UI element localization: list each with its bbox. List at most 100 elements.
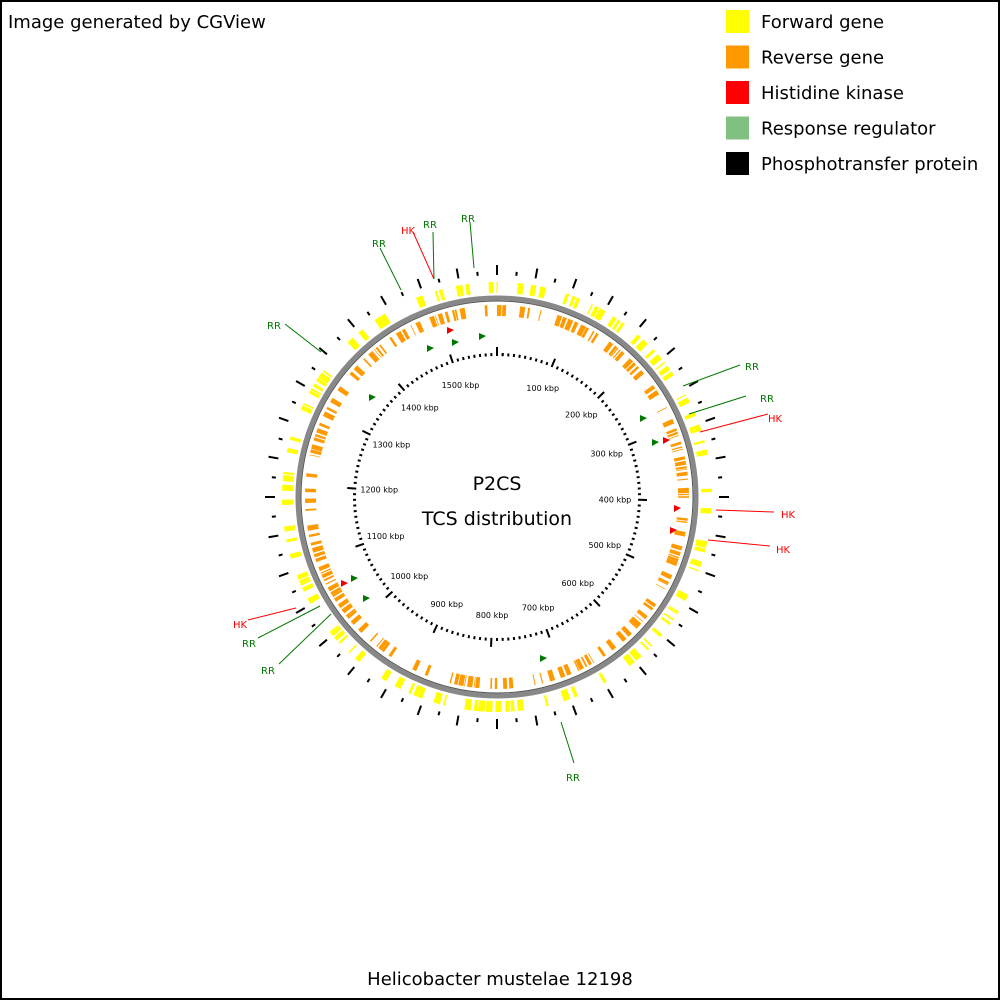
scale-label: 1000 kbp xyxy=(390,572,428,581)
outer-tick xyxy=(318,347,328,356)
outer-tick xyxy=(623,678,628,683)
credit: Image generated by CGView xyxy=(8,12,266,33)
reverse-gene xyxy=(526,307,531,319)
scale-label: 800 kbp xyxy=(476,611,509,620)
reverse-gene xyxy=(311,444,323,452)
reverse-gene xyxy=(629,366,640,376)
scale-tick xyxy=(627,440,637,446)
reverse-gene xyxy=(379,344,388,355)
scale-label: 200 kbp xyxy=(565,410,598,419)
tcs-marker xyxy=(670,527,677,534)
outer-tick xyxy=(666,347,676,356)
scale-tick xyxy=(600,590,605,595)
scale-tick xyxy=(592,598,601,607)
forward-gene xyxy=(568,295,576,308)
forward-gene xyxy=(408,682,416,694)
scale-tick xyxy=(361,429,371,436)
scale-tick xyxy=(596,594,601,599)
outer-tick xyxy=(678,623,683,628)
scale-tick xyxy=(367,558,371,562)
scale-tick xyxy=(629,448,634,452)
reverse-gene xyxy=(320,568,332,574)
tcs-marker xyxy=(427,345,434,352)
forward-gene xyxy=(358,329,370,342)
scale-tick xyxy=(584,384,588,388)
scale-tick xyxy=(631,453,635,457)
reverse-gene xyxy=(388,646,398,658)
scale-tick xyxy=(614,573,619,577)
scale-tick xyxy=(397,391,402,396)
outer-tick xyxy=(711,437,716,441)
callout-line xyxy=(247,607,297,621)
reverse-gene xyxy=(581,327,590,339)
scale-tick xyxy=(461,356,465,361)
scale-tick xyxy=(523,635,527,639)
callout-line xyxy=(257,605,321,639)
outer-tick xyxy=(688,607,699,614)
forward-gene xyxy=(651,627,663,638)
reverse-gene xyxy=(677,493,689,496)
reverse-gene xyxy=(655,583,666,590)
scale-tick xyxy=(445,361,449,366)
forward-gene xyxy=(455,285,461,297)
forward-gene xyxy=(677,397,691,408)
forward-gene xyxy=(695,449,708,457)
forward-gene xyxy=(660,616,672,626)
feature-label: RR xyxy=(242,639,256,650)
callout-line xyxy=(715,509,775,513)
feature-label: HK xyxy=(781,510,796,521)
forward-gene xyxy=(413,684,422,697)
forward-gene xyxy=(473,699,479,712)
forward-gene xyxy=(443,694,448,706)
scale-tick xyxy=(529,633,533,638)
reverse-gene xyxy=(547,669,556,682)
scale-tick xyxy=(635,470,639,473)
feature-label: HK xyxy=(768,414,783,425)
reverse-gene xyxy=(539,672,544,684)
reverse-gene xyxy=(632,370,645,381)
backbone xyxy=(295,295,699,699)
outer-tick xyxy=(678,366,683,371)
organism: Helicobacter mustelae 12198 xyxy=(367,969,633,990)
tcs-marker xyxy=(640,415,647,422)
reverse-gene xyxy=(381,641,391,653)
scale-tick xyxy=(611,577,616,582)
forward-gene xyxy=(655,361,666,370)
scale-tick xyxy=(385,586,390,591)
forward-gene xyxy=(318,372,331,384)
scale-tick xyxy=(608,408,612,412)
forward-gene xyxy=(667,606,679,615)
forward-gene xyxy=(348,644,358,654)
outer-tick xyxy=(715,534,726,539)
callout-line xyxy=(688,395,747,415)
reverse-gene xyxy=(615,630,627,642)
outer-tick xyxy=(638,666,647,676)
feature-label: RR xyxy=(372,239,386,250)
forward-gene xyxy=(625,653,635,664)
forward-gene xyxy=(695,539,708,549)
scale-tick xyxy=(617,568,622,572)
reverse-gene xyxy=(642,601,654,611)
reverse-gene xyxy=(395,331,406,344)
reverse-gene xyxy=(564,318,574,331)
feature-label: RR xyxy=(267,321,281,332)
reverse-gene xyxy=(345,608,356,617)
reverse-gene xyxy=(590,332,599,344)
tcs-marker xyxy=(674,505,681,512)
reverse-gene xyxy=(660,570,673,580)
scale-tick xyxy=(634,464,638,468)
forward-gene xyxy=(643,637,653,647)
reverse-gene xyxy=(314,433,327,440)
reverse-gene xyxy=(587,330,595,342)
reverse-gene xyxy=(306,473,318,478)
outer-tick xyxy=(416,278,423,289)
forward-gene xyxy=(329,624,339,633)
reverse-gene xyxy=(636,609,648,620)
scale-tick xyxy=(629,542,634,546)
reverse-gene xyxy=(608,345,618,356)
reverse-gene xyxy=(621,625,632,637)
reverse-gene xyxy=(330,586,342,596)
reverse-gene xyxy=(311,545,324,553)
reverse-gene xyxy=(644,385,656,395)
forward-gene xyxy=(289,436,302,443)
